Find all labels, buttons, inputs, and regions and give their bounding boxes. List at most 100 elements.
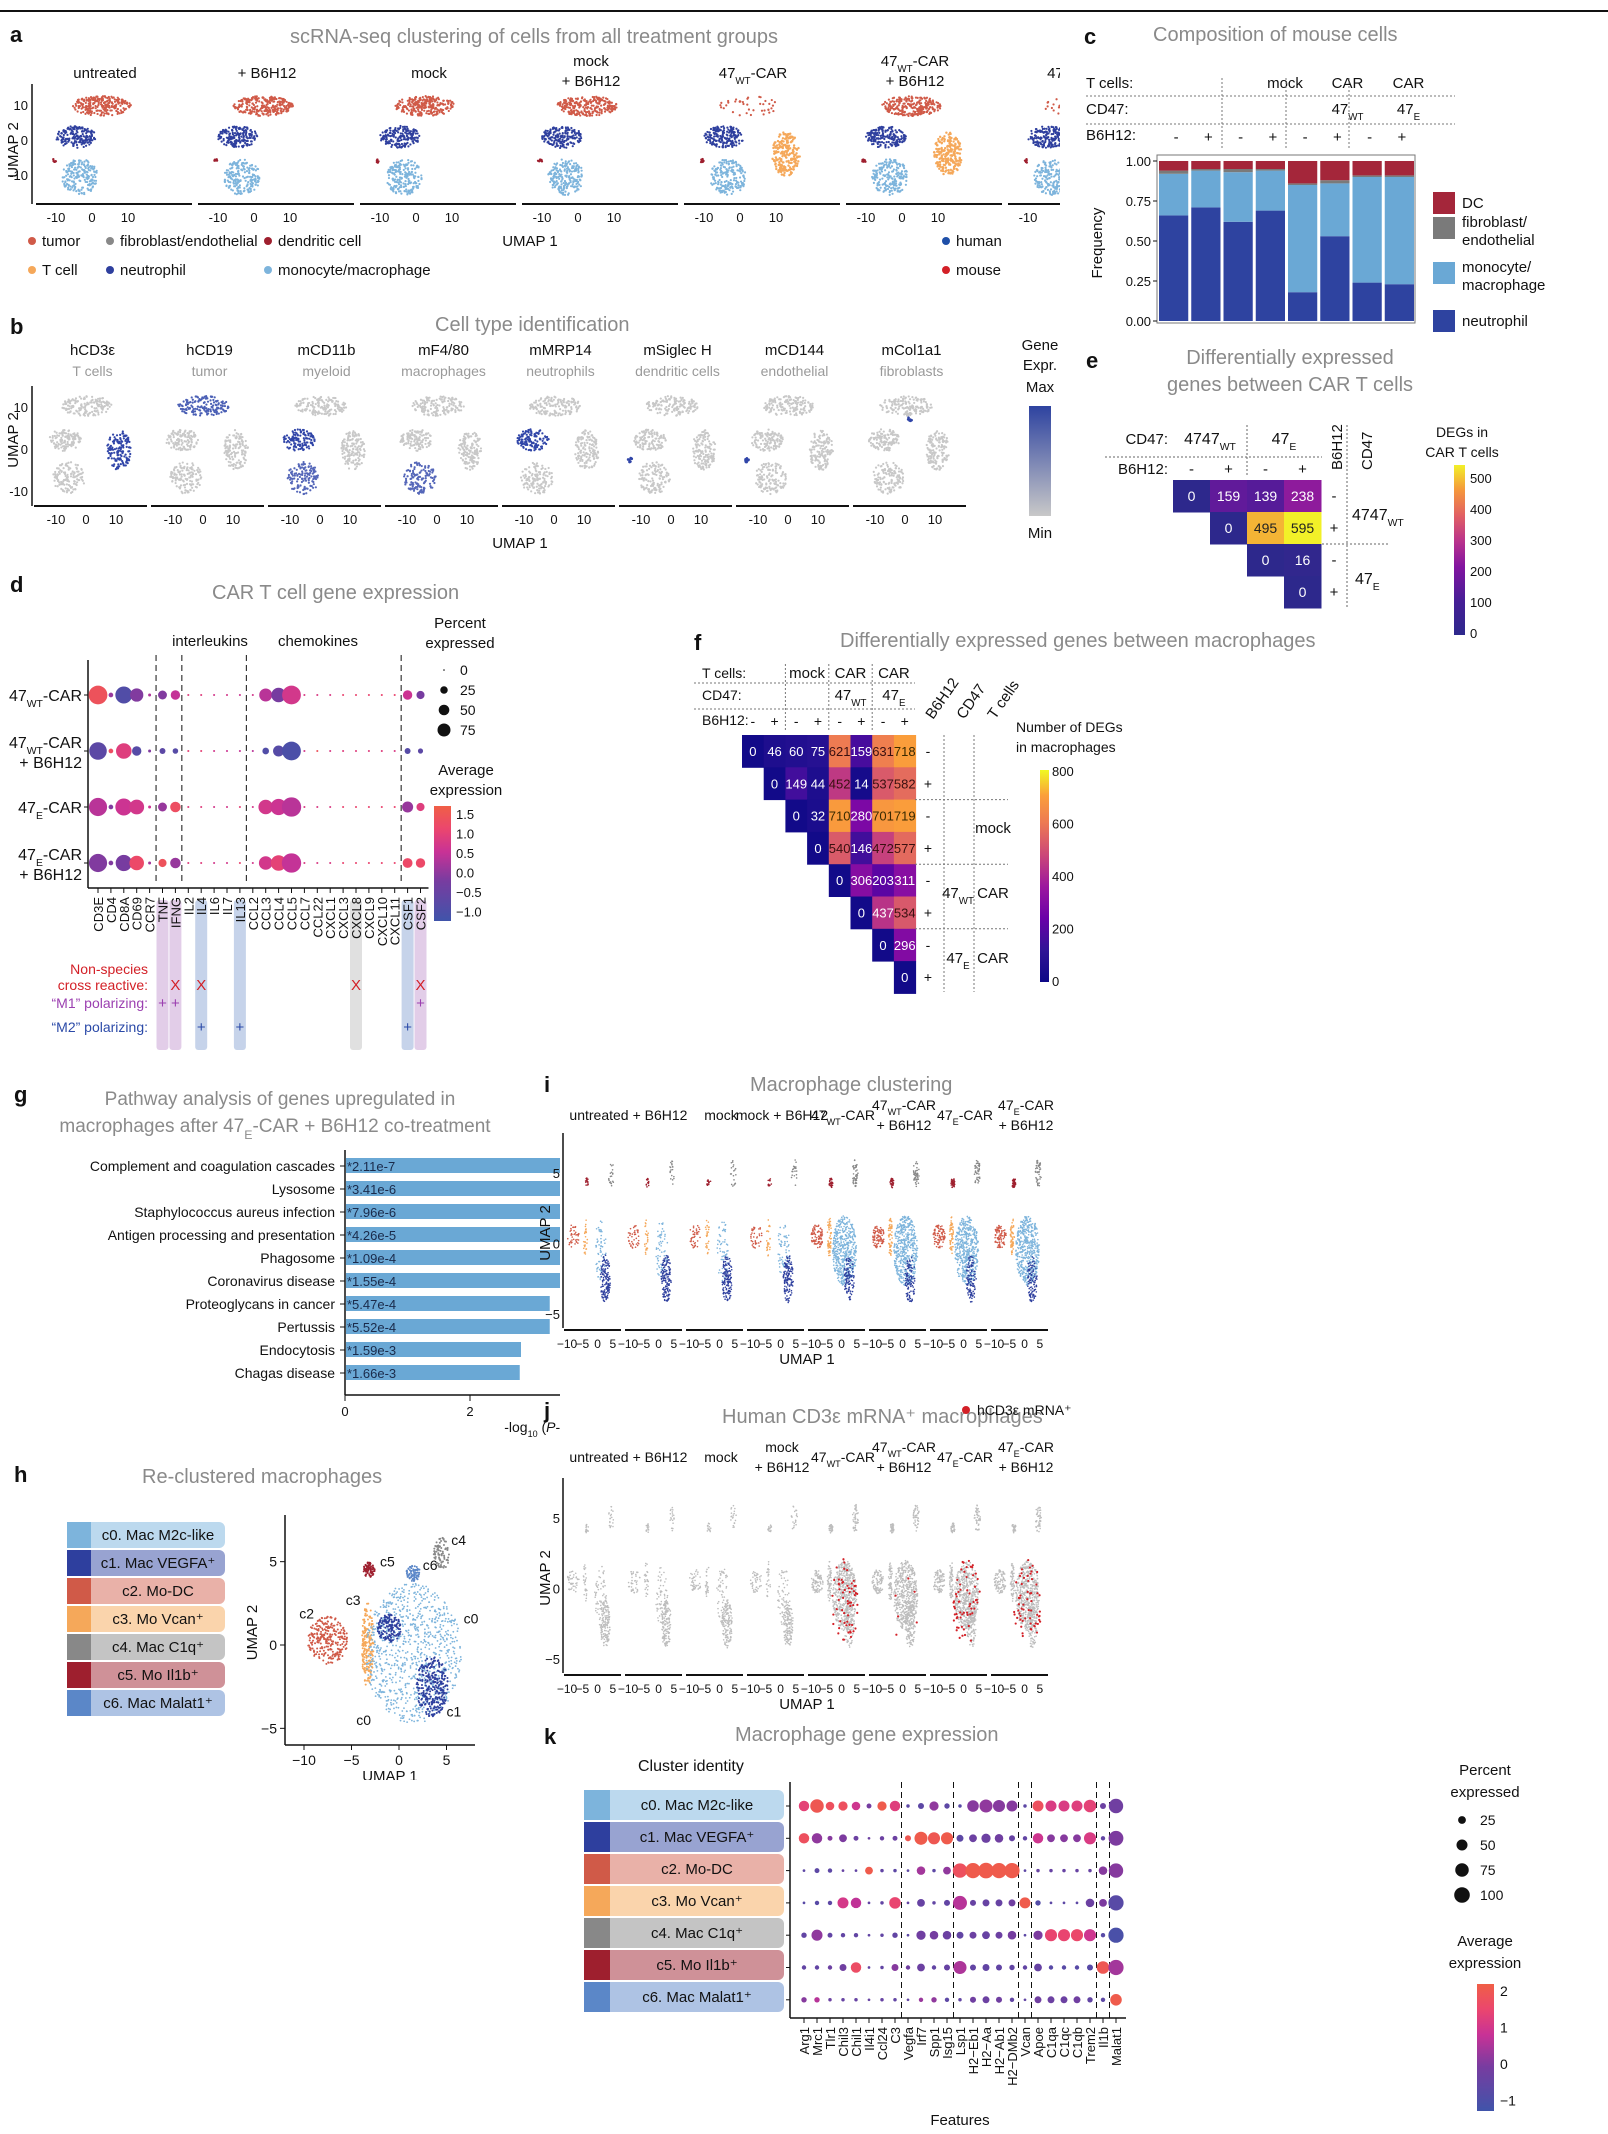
cell-point bbox=[899, 130, 902, 133]
cell-point bbox=[785, 150, 789, 153]
cell-point bbox=[92, 182, 95, 185]
cell-point bbox=[1033, 174, 1036, 177]
cell-point bbox=[912, 110, 915, 113]
cell-point bbox=[244, 141, 247, 145]
cell-point bbox=[1056, 192, 1060, 195]
cell-point bbox=[243, 97, 247, 100]
cell-point bbox=[272, 100, 275, 103]
cell-point bbox=[89, 107, 92, 110]
cell-point bbox=[780, 159, 783, 163]
cell-point bbox=[240, 105, 243, 108]
cell-point bbox=[573, 129, 576, 132]
cell-point bbox=[229, 176, 232, 180]
tumor-cluster bbox=[232, 95, 295, 117]
cell-point bbox=[747, 108, 751, 111]
cell-point bbox=[574, 167, 578, 170]
cell-point bbox=[898, 186, 901, 189]
cell-point bbox=[234, 127, 238, 131]
cell-point bbox=[792, 146, 796, 149]
cell-point bbox=[560, 135, 563, 138]
cell-point bbox=[560, 180, 563, 183]
cell-point bbox=[925, 96, 929, 99]
cell-point bbox=[553, 141, 556, 144]
cell-point bbox=[274, 113, 278, 116]
cell-point bbox=[553, 181, 556, 184]
cell-point bbox=[561, 165, 565, 168]
cell-point bbox=[65, 142, 68, 145]
cell-point bbox=[949, 138, 952, 141]
cell-point bbox=[879, 143, 882, 146]
cell-point bbox=[217, 138, 220, 141]
cell-point bbox=[590, 114, 594, 117]
cell-point bbox=[899, 181, 902, 184]
cell-point bbox=[249, 182, 252, 185]
cell-point bbox=[257, 113, 260, 117]
cell-point bbox=[431, 95, 435, 98]
cell-point bbox=[959, 148, 963, 151]
cell-point bbox=[1053, 180, 1056, 183]
cell-point bbox=[938, 153, 941, 156]
cell-point bbox=[69, 125, 72, 128]
cell-point bbox=[231, 125, 234, 128]
cell-point bbox=[567, 160, 571, 163]
cell-point bbox=[740, 133, 743, 136]
cell-point bbox=[936, 150, 939, 153]
cell-point bbox=[719, 183, 722, 186]
cell-point bbox=[580, 173, 583, 176]
cell-point bbox=[958, 157, 961, 160]
cell-point bbox=[82, 145, 85, 149]
cell-point bbox=[237, 139, 240, 142]
cell-point bbox=[253, 188, 256, 191]
cell-point bbox=[731, 130, 734, 134]
cell-point bbox=[118, 101, 121, 104]
cell-point bbox=[397, 168, 401, 172]
cell-point bbox=[102, 114, 105, 117]
cell-point bbox=[123, 102, 126, 105]
cell-point bbox=[1050, 166, 1053, 169]
cell-point bbox=[731, 187, 734, 190]
cell-point bbox=[729, 179, 732, 182]
cell-point bbox=[785, 160, 788, 163]
cell-point bbox=[389, 131, 392, 135]
cell-point bbox=[386, 141, 389, 145]
cell-point bbox=[730, 136, 733, 139]
panel-a: a scRNA-seq clustering of cells from all… bbox=[0, 0, 1060, 300]
cell-point bbox=[72, 137, 75, 140]
cell-point bbox=[274, 97, 277, 100]
cell-point bbox=[541, 137, 544, 141]
cell-point bbox=[562, 184, 566, 188]
cell-point bbox=[600, 108, 603, 111]
cell-point bbox=[714, 167, 717, 171]
cell-point bbox=[81, 173, 85, 176]
cell-point bbox=[1025, 159, 1028, 162]
macrophage-cluster bbox=[547, 158, 583, 196]
cell-point bbox=[414, 97, 417, 100]
cell-point bbox=[85, 99, 88, 102]
cell-point bbox=[243, 171, 246, 174]
cell-point bbox=[875, 186, 878, 190]
cell-point bbox=[397, 190, 401, 193]
cell-point bbox=[782, 161, 785, 164]
cell-point bbox=[244, 179, 247, 182]
cell-point bbox=[612, 105, 615, 108]
cell-point bbox=[575, 109, 578, 112]
cell-point bbox=[287, 101, 290, 105]
cell-point bbox=[903, 170, 906, 173]
cell-point bbox=[729, 186, 732, 189]
cell-point bbox=[433, 113, 437, 116]
cell-point bbox=[577, 167, 580, 170]
cell-point bbox=[900, 112, 903, 116]
cell-point bbox=[230, 128, 234, 131]
cell-point bbox=[878, 189, 881, 192]
cell-point bbox=[241, 169, 244, 172]
cell-point bbox=[727, 184, 730, 187]
cell-point bbox=[89, 179, 92, 182]
macrophage-cluster bbox=[871, 158, 908, 196]
cell-point bbox=[247, 112, 251, 115]
cell-point bbox=[1035, 136, 1038, 139]
cell-point bbox=[398, 166, 401, 169]
cell-point bbox=[891, 170, 895, 173]
cell-point bbox=[238, 110, 241, 113]
cell-point bbox=[1041, 146, 1044, 149]
cell-point bbox=[419, 111, 422, 114]
